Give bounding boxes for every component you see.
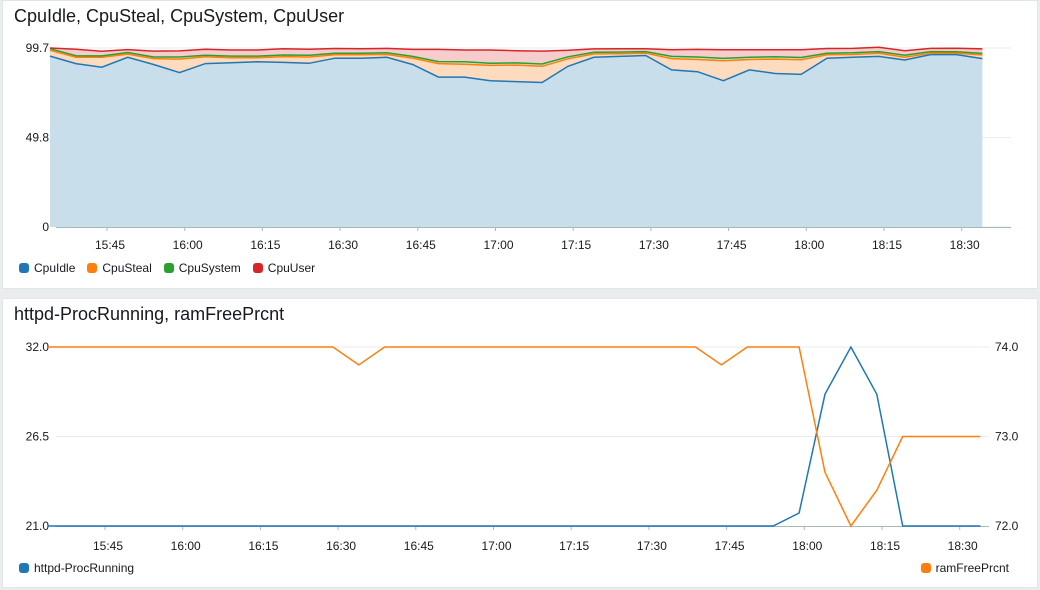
y-tick-label: 99.7 (26, 41, 50, 55)
x-tick-label: 18:00 (794, 238, 824, 252)
x-tick-label: 18:30 (950, 238, 980, 252)
cpu-area-chart: 0 49.8 99.7 15:45 16:00 16:15 16:30 16:45 17:00 1… (26, 41, 1011, 252)
x-tick-label: 16:00 (173, 238, 203, 252)
legend-swatch (19, 263, 29, 273)
legend-item[interactable]: httpd-ProcRunning (19, 561, 134, 575)
x-tick-label: 18:00 (792, 539, 822, 553)
x-tick-label: 17:30 (639, 238, 669, 252)
legend-item[interactable]: CpuSteal (87, 261, 152, 275)
x-tick-label: 16:00 (171, 539, 201, 553)
x-tick-label: 17:45 (715, 539, 745, 553)
line-ramfreeprcnt (48, 346, 981, 528)
x-tick-label: 17:15 (561, 238, 591, 252)
x-tick-label: 16:15 (248, 539, 278, 553)
area-cpusteal (50, 50, 983, 83)
area-cpuidle (50, 54, 983, 227)
x-tick-label: 17:30 (637, 539, 667, 553)
area-cpuuser (50, 47, 983, 64)
cpu-chart-panel: CpuIdle, CpuSteal, CpuSystem, CpuUser 0 4… (2, 0, 1038, 289)
legend-swatch (163, 263, 174, 273)
legend-label: httpd-ProcRunning (34, 561, 135, 575)
y-tick-label: 0 (42, 220, 49, 234)
x-tick-label: 15:45 (95, 238, 125, 252)
legend-label: CpuSteal (102, 261, 152, 275)
x-tick-label: 18:15 (872, 238, 902, 252)
y-right-tick-label: 74.0 (995, 340, 1019, 354)
x-tick-label: 17:00 (481, 539, 511, 553)
legend-label: CpuUser (267, 261, 316, 275)
chart-title: CpuIdle, CpuSteal, CpuSystem, CpuUser (14, 6, 345, 26)
line-cpuuser (49, 46, 983, 52)
legend-label: CpuIdle (34, 261, 76, 275)
x-tick-label: 16:45 (406, 238, 436, 252)
legend-swatch (87, 263, 98, 273)
y-left-tick-label: 32.0 (26, 340, 50, 354)
x-tick-label: 16:30 (326, 539, 356, 553)
legend-swatch (920, 563, 931, 573)
legend-swatch (19, 563, 29, 573)
line-cpuidle (49, 53, 983, 84)
left-axis-legend: httpd-ProcRunning (19, 561, 134, 575)
x-tick-label: 16:15 (250, 238, 280, 252)
legend-item[interactable]: ramFreePrcnt (920, 561, 1009, 575)
x-tick-label: 18:15 (870, 539, 900, 553)
x-tick-label: 17:45 (717, 238, 747, 252)
right-axis-legend: ramFreePrcnt (920, 561, 1009, 575)
x-tick-label: 18:30 (948, 539, 978, 553)
legend-item[interactable]: CpuUser (252, 261, 316, 275)
x-tick-label: 16:45 (404, 539, 434, 553)
chart-title: httpd-ProcRunning, ramFreePrcnt (14, 304, 285, 324)
y-right-tick-label: 72.0 (995, 519, 1019, 533)
process-ram-chart-panel: httpd-ProcRunning, ramFreePrcnt 21.0 26.5… (2, 298, 1038, 588)
line-cpusteal (49, 49, 983, 68)
y-left-tick-label: 21.0 (26, 519, 50, 533)
x-tick-label: 17:00 (483, 238, 513, 252)
y-tick-label: 49.8 (26, 131, 50, 145)
x-tick-label: 17:15 (559, 539, 589, 553)
y-right-tick-label: 73.0 (995, 430, 1019, 444)
legend-label: ramFreePrcnt (935, 561, 1009, 575)
legend-label: CpuSystem (178, 261, 241, 275)
x-tick-label: 15:45 (93, 539, 123, 553)
legend-item[interactable]: CpuIdle (19, 261, 75, 275)
line-cpusystem (49, 47, 983, 65)
x-tick-label: 16:30 (328, 238, 358, 252)
legend-item[interactable]: CpuSystem (163, 261, 241, 275)
line-httpd-procrunning (48, 345, 981, 527)
cpu-legend: CpuIdle CpuSteal CpuSystem CpuUser (19, 261, 327, 275)
process-ram-line-chart: 21.0 26.5 32.0 72.0 73.0 74.0 15:45 16:00 16:15 1… (26, 340, 1019, 553)
legend-swatch (252, 263, 263, 273)
y-left-tick-label: 26.5 (26, 430, 50, 444)
